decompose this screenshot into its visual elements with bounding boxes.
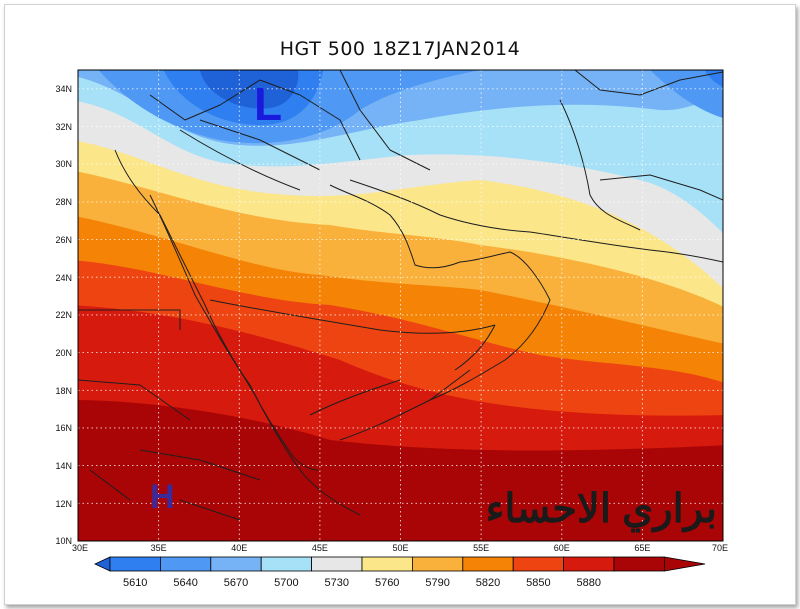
- map-title: HGT 500 18Z17JAN2014: [279, 38, 521, 60]
- lat-label: 28N: [55, 197, 72, 207]
- watermark-text: براري الاحساء: [486, 487, 717, 533]
- map-border: [77, 69, 724, 542]
- height-field: L H براري الاحساء: [78, 70, 723, 541]
- legend-arrow-right: [664, 556, 706, 572]
- legend-arrow-left: [94, 556, 111, 572]
- legend-level: 5610: [123, 577, 147, 589]
- legend-bin: [563, 556, 615, 572]
- africa-borders: [78, 309, 261, 521]
- lat-label: 20N: [55, 348, 72, 358]
- lat-label: 26N: [55, 235, 72, 245]
- lat-label: 14N: [55, 461, 72, 471]
- legend-level: 5700: [274, 577, 298, 589]
- legend-labels: 5610 5640 5670 5700 5730 5760 5790 5820 …: [123, 577, 601, 589]
- lon-label: 35E: [151, 543, 167, 553]
- borders: [78, 70, 723, 521]
- band-north-east: [650, 70, 723, 118]
- iran-afghan-border: [559, 70, 723, 231]
- lon-axis: 30E 35E 40E 45E 50E 55E 60E 65E 70E: [72, 543, 728, 553]
- lon-label: 55E: [473, 543, 489, 553]
- lat-label: 12N: [55, 499, 72, 509]
- legend-bin: [260, 556, 313, 572]
- legend-bin: [109, 556, 161, 572]
- legend-level: 5850: [526, 577, 550, 589]
- legend-level: 5670: [224, 577, 248, 589]
- lon-label: 60E: [554, 543, 570, 553]
- legend-bin: [311, 556, 363, 572]
- legend-level: 5820: [476, 577, 500, 589]
- legend-level: 5760: [375, 577, 399, 589]
- lat-label: 24N: [55, 273, 72, 283]
- legend-bin: [613, 556, 665, 572]
- lon-label: 50E: [392, 543, 408, 553]
- legend-level: 5640: [173, 577, 197, 589]
- lat-label: 34N: [55, 84, 72, 94]
- legend-level: 5880: [577, 577, 601, 589]
- legend-bin: [159, 556, 212, 572]
- lon-label: 70E: [712, 543, 728, 553]
- red-sea-coast-east: [149, 194, 319, 471]
- oman-yemen: [429, 324, 496, 401]
- lat-label: 32N: [55, 122, 72, 132]
- gulf-coast: [329, 184, 551, 441]
- legend-bin: [512, 556, 565, 572]
- lat-label: 22N: [55, 310, 72, 320]
- legend-bin: [462, 556, 514, 572]
- lat-label: 10N: [55, 536, 72, 546]
- graticule: [78, 70, 723, 541]
- legend-level: 5790: [425, 577, 449, 589]
- lat-label: 16N: [55, 423, 72, 433]
- lon-label: 45E: [312, 543, 328, 553]
- lat-label: 30N: [55, 159, 72, 169]
- high-pressure-marker: H: [150, 478, 175, 516]
- low-pressure-marker: L: [254, 78, 282, 130]
- lon-label: 65E: [634, 543, 650, 553]
- legend-bin: [210, 556, 262, 572]
- legend-level: 5730: [325, 577, 349, 589]
- lat-axis: 34N 32N 30N 28N 26N 24N 22N 20N 18N 16N …: [55, 84, 72, 546]
- legend-bin: [361, 556, 413, 572]
- lon-label: 30E: [72, 543, 88, 553]
- lon-label: 40E: [231, 543, 247, 553]
- iran-coast: [349, 179, 723, 263]
- color-legend: [94, 556, 706, 572]
- legend-bin: [411, 556, 464, 572]
- north-borders: [149, 70, 431, 171]
- band-5550: [200, 70, 299, 109]
- lat-label: 18N: [55, 386, 72, 396]
